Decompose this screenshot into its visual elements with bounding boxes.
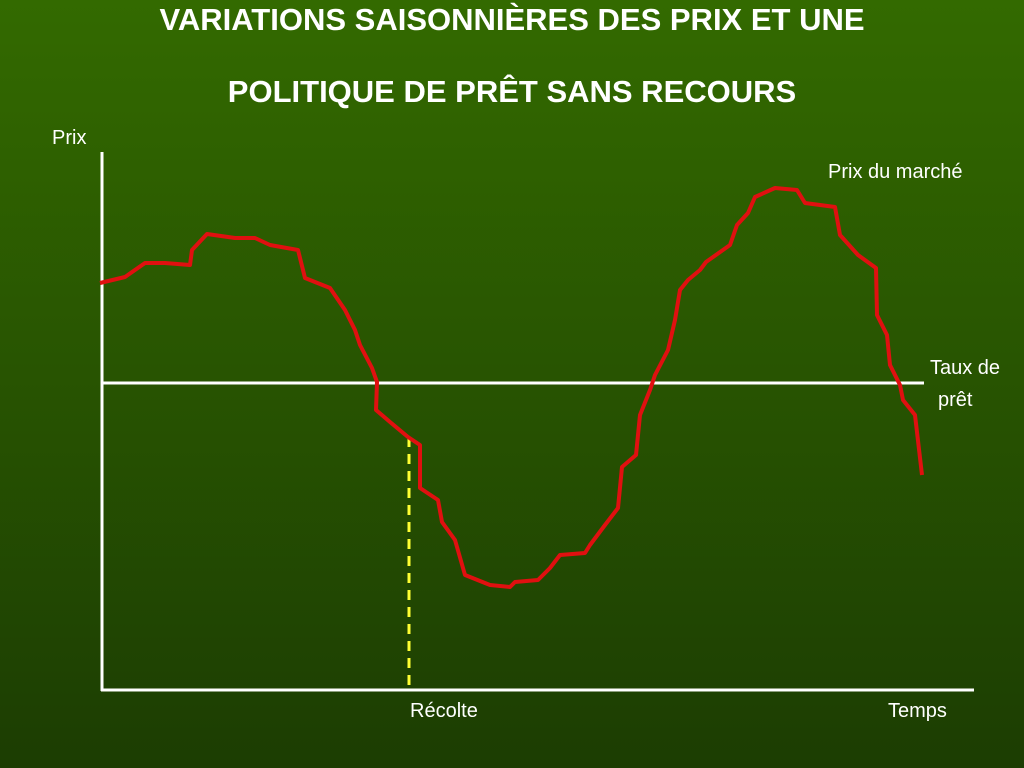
harvest-label: Récolte — [410, 700, 478, 722]
curve-label: Prix du marché — [828, 161, 963, 183]
title-line: VARIATIONS SAISONNIÈRES DES PRIX ET UNE — [159, 2, 864, 37]
loan-rate-label: prêt — [938, 389, 973, 411]
x-axis-label: Temps — [888, 700, 947, 722]
title-line: POLITIQUE DE PRÊT SANS RECOURS — [228, 73, 796, 109]
price-curve — [99, 186, 924, 589]
loan-rate-label: Taux de — [930, 357, 1000, 379]
y-axis-label: Prix — [52, 127, 86, 149]
